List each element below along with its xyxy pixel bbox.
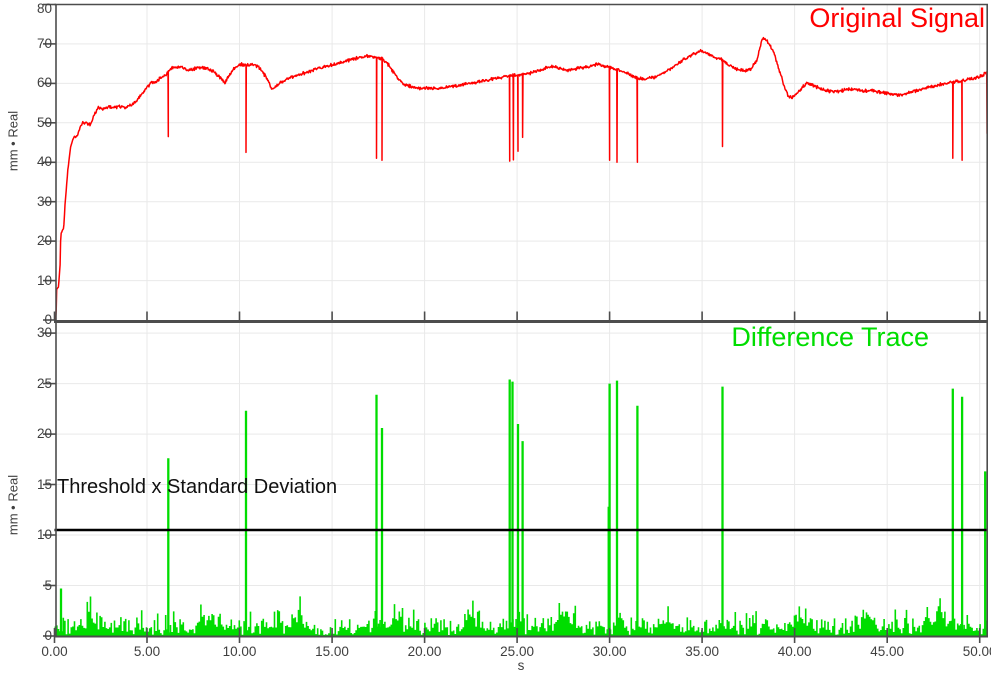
x-tick-label: 20.00	[407, 644, 442, 659]
x-axis-unit-label: s	[517, 658, 525, 673]
top-y-tick-label: 50	[36, 114, 52, 130]
bottom-y-tick-label: 25	[36, 375, 52, 391]
x-tick-label: 45.00	[870, 644, 905, 659]
bottom-y-tick-label: 15	[36, 476, 52, 492]
x-tick-label: 5.00	[133, 644, 161, 659]
top-y-tick-label: 60	[36, 75, 52, 91]
top-y-tick-label: 40	[36, 154, 52, 170]
x-tick-label: 35.00	[685, 644, 719, 659]
x-tick-label: 50.00	[962, 644, 991, 659]
top-y-tick-label: 20	[36, 233, 52, 249]
difference-spikes	[59, 379, 987, 636]
x-tick-label: 40.00	[777, 644, 812, 659]
top-y-tick-label: 10	[36, 272, 52, 288]
x-tick-label: 0.00	[41, 644, 68, 659]
top-y-tick-label: 0	[44, 312, 52, 327]
top-y-tick-label: 30	[36, 193, 52, 209]
original-signal-trace	[54, 36, 988, 321]
bottom-y-tick-label: 10	[36, 527, 52, 543]
difference-trace-title: Difference Trace	[731, 322, 929, 352]
top-y-tick-label: 70	[36, 35, 52, 51]
bottom-y-tick-label: 30	[36, 325, 52, 341]
bottom-y-tick-label: 5	[44, 577, 52, 593]
top-y-tick-label: 80	[36, 1, 52, 16]
x-tick-label: 10.00	[222, 644, 257, 659]
threshold-annotation: Threshold x Standard Deviation	[57, 476, 338, 498]
axes-and-ticks	[43, 3, 989, 643]
bottom-y-tick-label: 20	[36, 426, 52, 442]
gridlines	[54, 5, 988, 636]
original-signal-title: Original Signal	[809, 3, 985, 33]
x-tick-label: 15.00	[315, 644, 349, 659]
x-tick-label: 25.00	[500, 644, 534, 659]
x-tick-label: 30.00	[592, 644, 627, 659]
bottom-y-tick-label: 0	[44, 628, 52, 643]
difference-trace	[54, 596, 988, 636]
